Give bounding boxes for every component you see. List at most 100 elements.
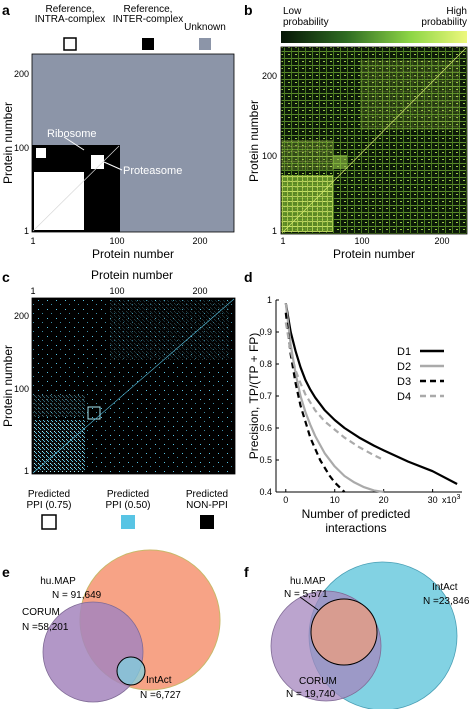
venn-f-humap-pointer <box>299 596 319 611</box>
c-xtick-200: 200 <box>192 286 207 296</box>
legend-c-050-swatch <box>121 515 135 529</box>
d-legend-d4-label: D4 <box>397 391 411 403</box>
matrix-c-upper-band <box>33 395 85 417</box>
panel-f: f hu.MAP N = 5,571 IntAct N =23,846 CORU… <box>244 561 470 709</box>
d-xtick-label: 0 <box>283 495 288 505</box>
d-x-multiplier: x103 <box>442 494 461 505</box>
venn-e-humap-size: N = 91,649 <box>52 590 102 601</box>
legend-a-intra-label-2: INTRA-complex <box>35 14 106 25</box>
venn-f-humap-name: hu.MAP <box>290 576 326 587</box>
b-ytick-1: 1 <box>272 226 277 236</box>
b-ytick-100: 100 <box>262 151 277 161</box>
venn-e-intact-size: N =6,727 <box>140 690 181 701</box>
panel-c-letter: c <box>2 269 10 285</box>
c-ytick-1: 1 <box>24 466 29 476</box>
d-xtick-label: 30 <box>428 495 438 505</box>
panel-d-letter: d <box>244 269 253 285</box>
matrix-b-proteasome-block <box>333 155 347 169</box>
legend-c-nonppi-label-2: NON-PPI <box>186 500 228 511</box>
legend-c-050-label-2: PPI (0.50) <box>105 500 150 511</box>
colorbar <box>281 31 467 43</box>
a-xtick-200: 200 <box>192 236 207 246</box>
legend-c-075-label-1: Predicted <box>28 489 70 500</box>
venn-e-intact-circle <box>116 656 146 686</box>
legend-a-inter-label-2: INTER-complex <box>113 14 184 25</box>
panel-a-letter: a <box>2 2 10 18</box>
b-xlabel: Protein number <box>333 247 415 261</box>
annotation-ribosome: Ribosome <box>47 128 97 140</box>
venn-f-humap-size: N = 5,571 <box>284 589 328 600</box>
matrix-b-ribosome-block <box>281 175 333 232</box>
b-ytick-200: 200 <box>262 71 277 81</box>
legend-c-nonppi-swatch <box>200 515 214 529</box>
annotation-proteasome: Proteasome <box>123 165 182 177</box>
d-xtick-label: 20 <box>379 495 389 505</box>
matrix-b-frame <box>280 46 468 235</box>
legend-c-075-swatch <box>41 514 57 530</box>
c-ylabel: Protein number <box>1 345 15 427</box>
d-ytick-label: 0.5 <box>259 455 272 465</box>
matrix-c-ribosome-block <box>33 420 85 472</box>
matrix-c-proteasome-block <box>87 406 101 420</box>
legend-a-inter-label-1: Reference, <box>124 4 173 15</box>
legend-a-unknown-label: Unknown <box>184 22 226 33</box>
panel-c: c Protein number 1 100 200 1 100 200 Pro… <box>1 268 236 530</box>
d-xtick-label: 10 <box>330 495 340 505</box>
legend-a-intra-swatch <box>63 37 77 51</box>
panel-b: b Low probability High probability 1 100… <box>244 2 468 261</box>
matrix-a-proteasome-block <box>91 155 104 169</box>
d-ylabel: Precision, TP/(TP + FP) <box>247 333 261 460</box>
legend-c-050-label-1: Predicted <box>107 489 149 500</box>
c-xlabel: Protein number <box>91 268 173 282</box>
c-xtick-1: 1 <box>30 286 35 296</box>
panel-f-letter: f <box>244 564 249 580</box>
d-series-d1-line <box>284 303 458 485</box>
b-xtick-100: 100 <box>354 236 369 246</box>
d-ytick-label: 0.9 <box>259 327 272 337</box>
matrix-c-upper-region <box>110 300 230 360</box>
d-legend-d1-label: D1 <box>397 346 411 358</box>
b-xtick-1: 1 <box>280 236 285 246</box>
venn-f-corum-name: CORUM <box>299 676 337 687</box>
b-xtick-200: 200 <box>434 236 449 246</box>
panel-e: e hu.MAP N = 91,649 CORUM N =58,201 IntA… <box>2 549 221 703</box>
venn-e-corum-size: N =58,201 <box>22 622 69 633</box>
d-series-d3-line <box>284 312 346 493</box>
venn-f-intact-name: IntAct <box>432 582 458 593</box>
legend-a-intra-label-1: Reference, <box>46 4 95 15</box>
a-xtick-1: 1 <box>30 236 35 246</box>
d-series-d4-line <box>284 322 385 461</box>
colorbar-low-label-1: Low <box>283 6 302 17</box>
colorbar-low-label-2: probability <box>283 17 329 28</box>
a-xtick-100: 100 <box>109 236 124 246</box>
b-ylabel: Protein number <box>247 100 261 182</box>
matrix-b-upper-region <box>360 60 460 130</box>
matrix-b-diagonal <box>281 47 467 234</box>
d-legend-d2-label: D2 <box>397 361 411 373</box>
venn-e-humap-name: hu.MAP <box>40 576 76 587</box>
legend-c-075-label-2: PPI (0.75) <box>26 500 71 511</box>
legend-a-inter-swatch <box>142 38 154 50</box>
matrix-c-frame <box>31 297 236 475</box>
d-ytick-label: 0.8 <box>259 359 272 369</box>
legend-c-nonppi-label-1: Predicted <box>186 489 228 500</box>
panel-a: a Reference, INTRA-complex Reference, IN… <box>1 2 235 261</box>
venn-f-intact-size: N =23,846 <box>423 596 470 607</box>
a-ytick-200: 200 <box>14 69 29 79</box>
c-xtick-100: 100 <box>109 286 124 296</box>
venn-f-corum-size: N = 19,740 <box>286 689 336 700</box>
a-ylabel: Protein number <box>1 102 15 184</box>
venn-f-humap-circle <box>310 598 378 666</box>
d-ytick-label: 0.4 <box>259 487 272 497</box>
a-xlabel: Protein number <box>92 247 174 261</box>
d-series-d2-line <box>284 303 384 494</box>
venn-e-corum-name: CORUM <box>22 607 60 618</box>
c-ytick-200: 200 <box>14 311 29 321</box>
legend-a-unknown-swatch <box>199 38 211 50</box>
panel-b-letter: b <box>244 2 253 18</box>
matrix-a-small-block <box>36 148 46 158</box>
matrix-a-ribosome-block <box>34 172 84 230</box>
d-ytick-label: 0.6 <box>259 423 272 433</box>
